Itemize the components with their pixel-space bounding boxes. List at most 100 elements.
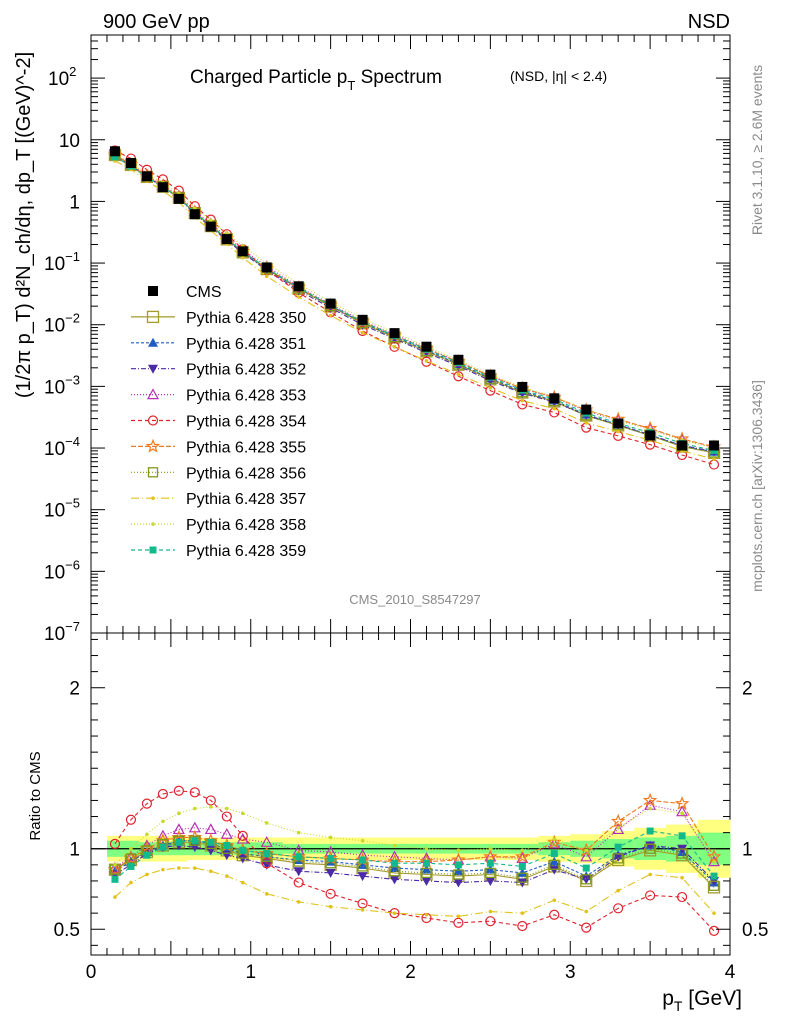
ratio-point: [454, 861, 462, 869]
ratio-point: [389, 866, 400, 877]
ratio-point: [645, 890, 656, 901]
legend-label: Pythia 6.428 355: [186, 439, 306, 456]
ratio-point: [237, 830, 248, 841]
ratio-point: [204, 823, 217, 835]
ratio-point: [207, 838, 215, 846]
ratio-point: [157, 788, 168, 800]
series-line: [114, 154, 715, 453]
ratio-point: [264, 821, 269, 825]
data-point: [328, 313, 333, 318]
ratio-point: [421, 864, 432, 874]
data-point: [392, 345, 397, 349]
ratio-point: [140, 839, 153, 851]
ratio-point: [421, 867, 432, 879]
ratio-point: [189, 787, 200, 798]
ratio-point: [613, 852, 624, 862]
ratio-point: [205, 795, 216, 806]
ratio-point: [680, 811, 684, 816]
series-pythia-6.428-359: [111, 153, 718, 454]
ratio-y-tick-label: 0.5: [54, 920, 80, 941]
series-line: [114, 150, 715, 466]
data-point: [708, 459, 720, 470]
series-line: [114, 155, 715, 452]
ratio-point: [161, 819, 165, 824]
ratio-point: [678, 832, 686, 840]
series-cms: [109, 146, 720, 451]
cms-point: [293, 281, 304, 292]
ratio-point: [612, 823, 625, 835]
cms-point: [125, 157, 136, 168]
ratio-point: [549, 856, 560, 866]
data-point: [616, 429, 620, 434]
legend-entry: Pythia 6.428 359: [131, 543, 306, 560]
ratio-point: [357, 898, 368, 909]
ratio-line: [114, 806, 715, 866]
ratio-point: [224, 874, 229, 878]
ratio-point: [456, 914, 461, 919]
ratio-point: [712, 859, 716, 864]
ratio-point: [424, 846, 429, 851]
ratio-point: [125, 814, 137, 825]
x-axis-label: pT [GeV]: [662, 987, 742, 1014]
ratio-line: [114, 867, 715, 917]
legend-entry: Pythia 6.428 352: [131, 362, 306, 379]
data-point: [224, 231, 229, 235]
cms-point: [357, 314, 368, 325]
legend-entry: Pythia 6.428 350: [131, 310, 306, 327]
ratio-series-pythia-6.428-354: [109, 785, 720, 936]
ratio-point: [392, 911, 397, 915]
data-point: [240, 255, 245, 260]
ratio-point: [145, 832, 149, 837]
ratio-point: [143, 851, 151, 859]
ratio-point: [646, 827, 654, 835]
series-pythia-6.428-351: [109, 150, 720, 456]
ratio-point: [145, 872, 149, 877]
ratio-point: [127, 862, 135, 870]
data-point: [111, 153, 119, 161]
legend-label: Pythia 6.428 352: [186, 362, 306, 379]
ratio-point: [209, 805, 213, 809]
cms-point: [109, 146, 120, 157]
ratio-point: [676, 805, 689, 817]
data-point: [456, 372, 461, 377]
legend-marker: [145, 438, 161, 453]
ratio-point: [224, 806, 229, 811]
legend-marker: [148, 364, 158, 374]
cms-point: [189, 209, 200, 220]
ratio-y-tick-label: 1: [69, 840, 80, 861]
cms-point: [549, 393, 560, 404]
legend-label: Pythia 6.428 358: [186, 517, 306, 534]
x-tick-label: 2: [405, 962, 416, 983]
ratio-point: [129, 846, 133, 851]
ratio-point: [193, 806, 197, 811]
ratio-line: [114, 799, 715, 871]
ratio-point: [616, 826, 620, 830]
x-tick-label: 0: [86, 962, 97, 983]
ratio-point: [550, 850, 558, 858]
ratio-point: [261, 858, 272, 869]
ratio-point: [261, 860, 272, 870]
ratio-point: [264, 892, 269, 896]
ratio-panel: 0.5 0.5 1 1 2 2 0 1 2 3 4: [54, 632, 768, 983]
y-tick-label: 10: [59, 131, 80, 152]
cms-point: [613, 418, 624, 429]
ratio-point: [421, 876, 432, 886]
ratio-point: [485, 867, 496, 879]
ratio-point: [680, 875, 684, 880]
cms-point: [237, 246, 248, 257]
ratio-point: [547, 834, 562, 849]
legend-label: Pythia 6.428 354: [186, 414, 306, 431]
cms-point: [485, 369, 496, 380]
ratio-point: [485, 864, 496, 874]
ratio-point: [518, 862, 526, 870]
ratio-point: [485, 916, 496, 927]
data-point: [712, 457, 716, 461]
ratio-point: [392, 843, 397, 848]
ratio-point: [125, 853, 137, 864]
ratio-point: [141, 798, 153, 809]
cms-point: [325, 298, 336, 309]
ratio-point: [488, 846, 493, 851]
data-point: [296, 295, 301, 299]
ratio-point: [328, 835, 333, 840]
cms-point: [261, 262, 272, 273]
